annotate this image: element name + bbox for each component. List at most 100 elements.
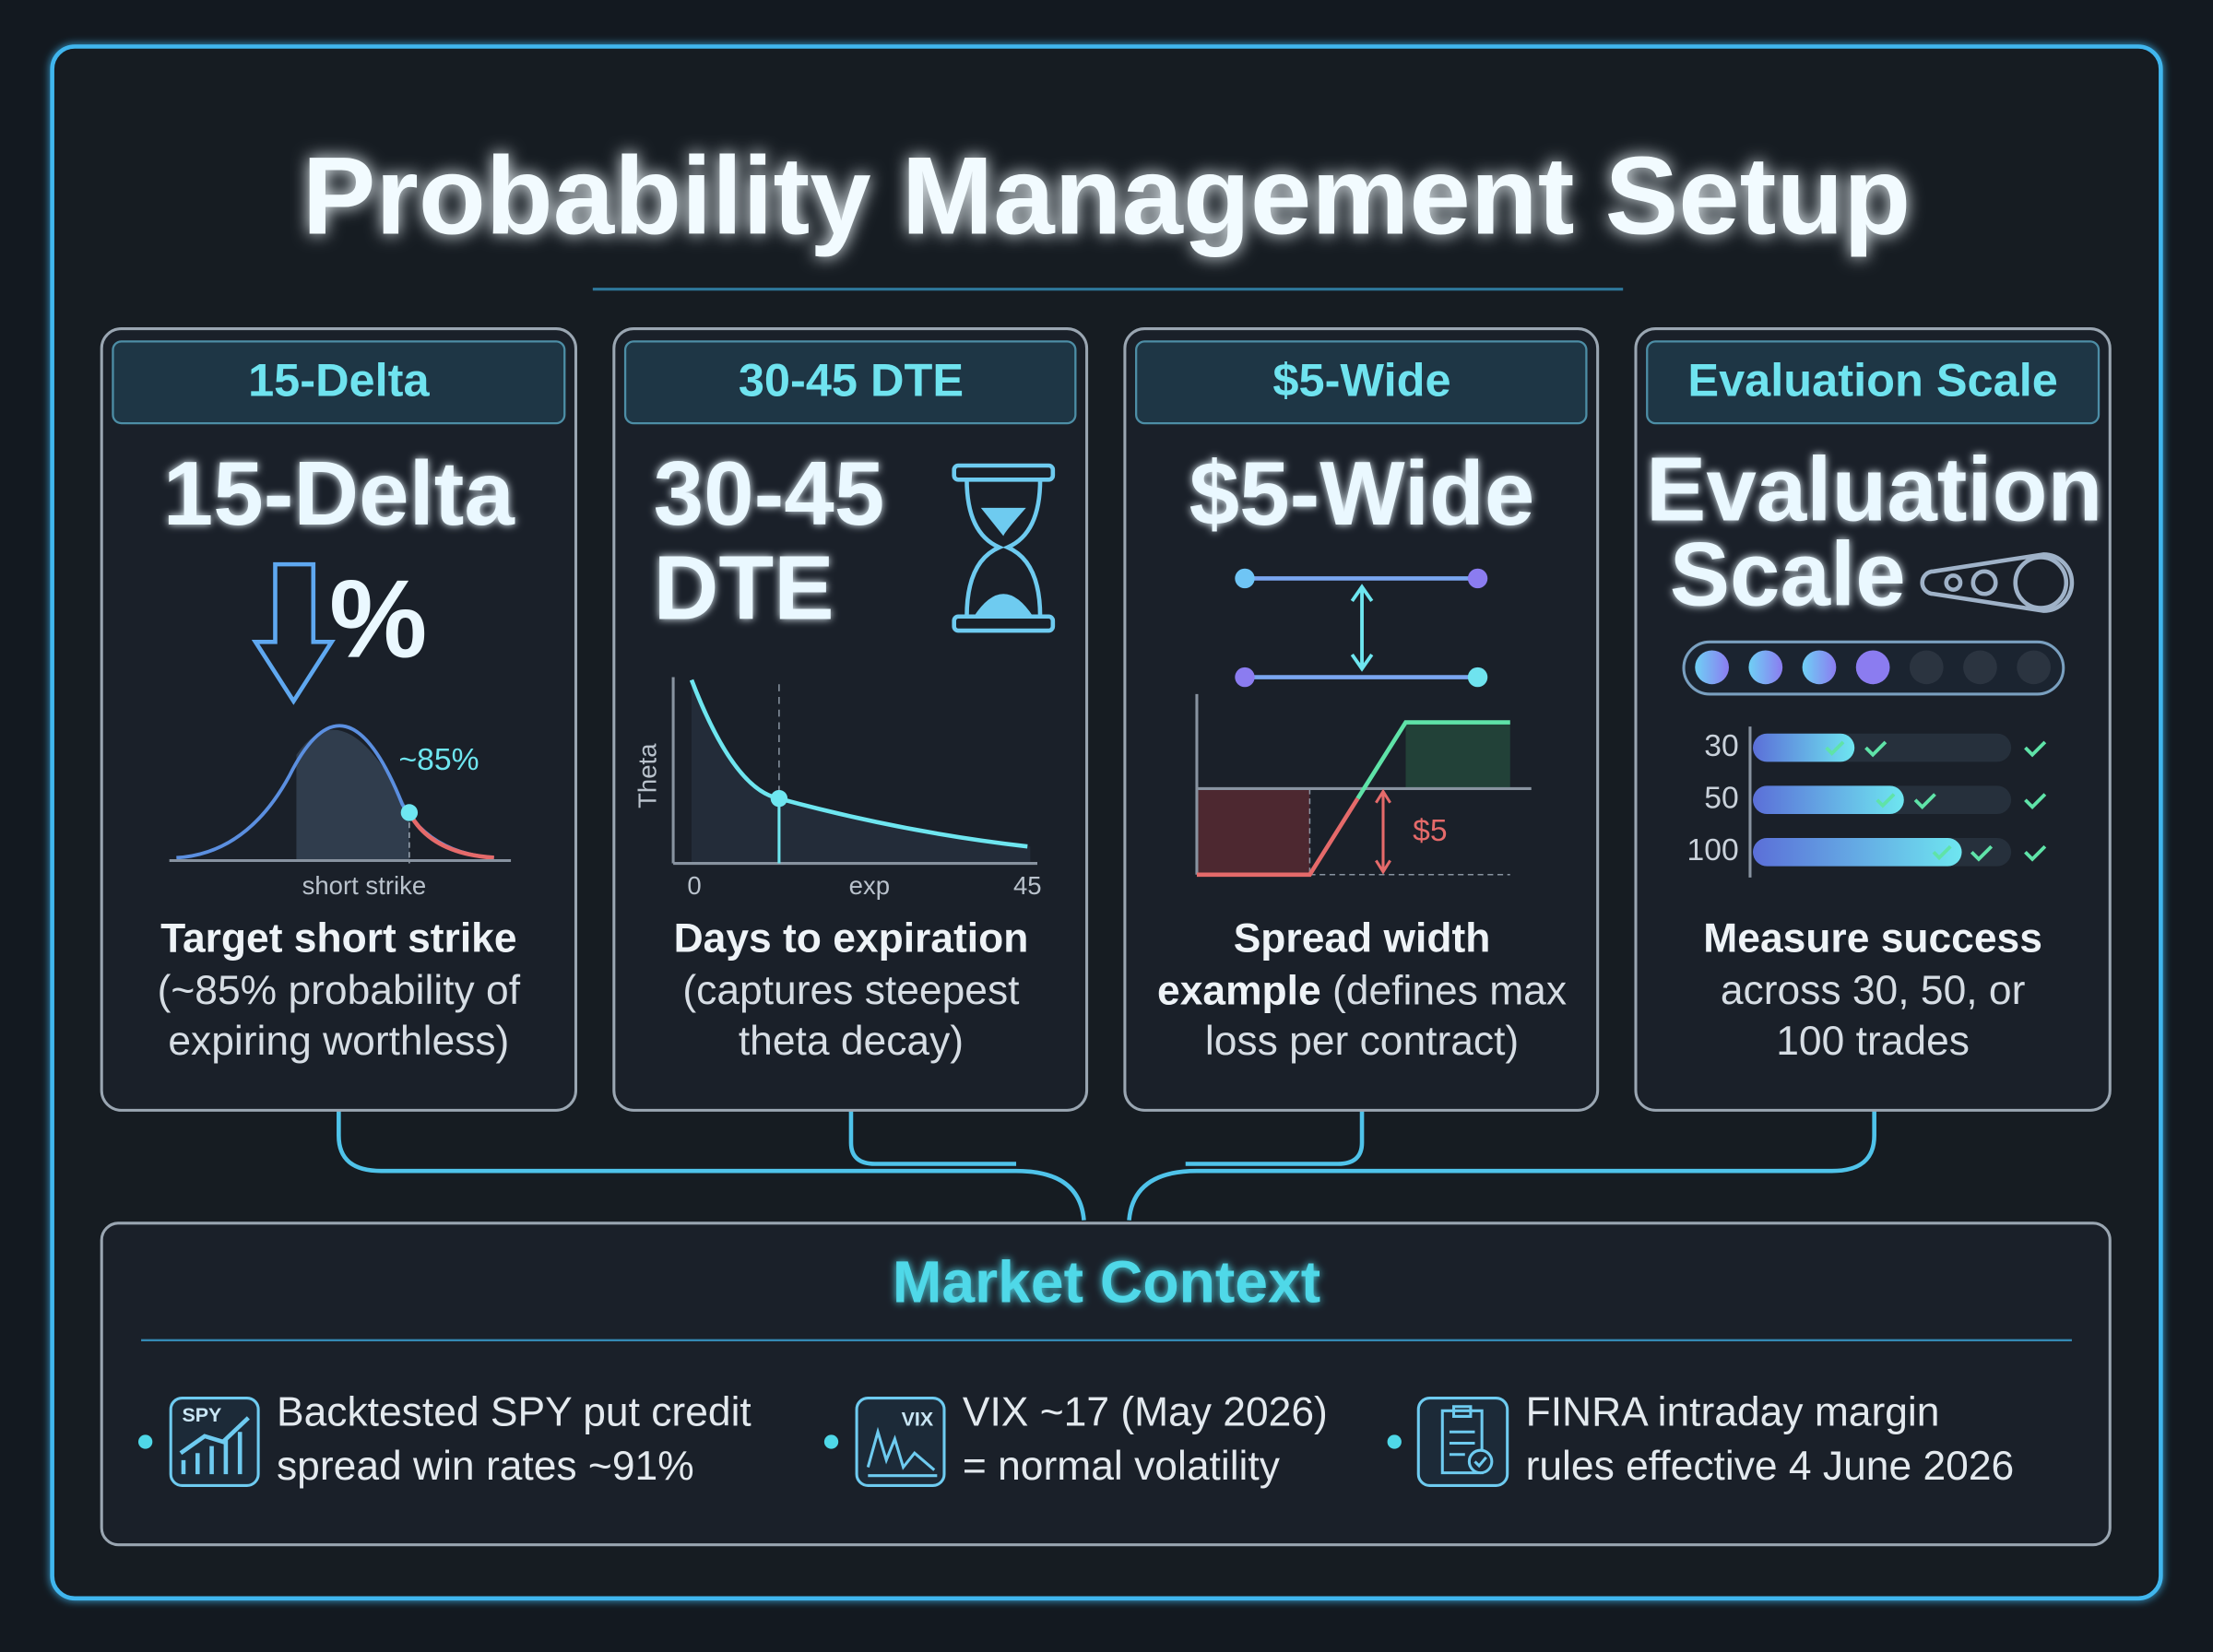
hourglass xyxy=(952,463,1056,633)
width-label: $5 xyxy=(1413,814,1447,848)
context-text: FINRA intraday margin xyxy=(1526,1390,1940,1435)
scale-dots xyxy=(1695,650,2051,685)
context-title: Market Context xyxy=(893,1249,1320,1316)
decoration xyxy=(1123,327,1600,1112)
payoff-profit xyxy=(1355,720,1510,800)
decoration xyxy=(823,1434,839,1449)
decoration xyxy=(1467,1448,1494,1475)
decoration xyxy=(1387,1434,1402,1449)
y-axis-label: Theta xyxy=(633,743,661,808)
x-axis-label: exp xyxy=(849,871,890,900)
card-header: Evaluation Scale xyxy=(1687,354,2057,407)
description: Target short strike xyxy=(160,915,516,961)
strike-point xyxy=(400,804,419,821)
card-header: $5-Wide xyxy=(1272,354,1450,407)
trade-count: 30 xyxy=(1704,729,1738,763)
description: 100 trades xyxy=(1776,1019,1970,1064)
theta-area xyxy=(692,679,1031,864)
decoration xyxy=(112,340,566,425)
icon-label: SPY xyxy=(182,1404,221,1426)
outer-frame xyxy=(50,44,2163,1601)
description: example (defines max xyxy=(1157,968,1567,1013)
decoration xyxy=(1753,733,1855,762)
decoration xyxy=(623,340,1077,425)
decoration xyxy=(1970,569,1998,596)
decoration xyxy=(1235,667,1255,688)
card: 30-45 DTE 30-45 DTE Theta 0 exp 45 Days … xyxy=(612,327,1089,1112)
card: Evaluation Scale Evaluation Scale 30 50 … xyxy=(1634,327,2112,1112)
context-text: spread win rates ~91% xyxy=(277,1444,694,1489)
decoration xyxy=(964,479,1043,617)
decoration xyxy=(1753,838,1962,867)
page-title: Probability Management Setup xyxy=(302,135,1911,257)
trade-count: 100 xyxy=(1687,833,1739,867)
profit-area xyxy=(1405,722,1510,789)
payoff-loss xyxy=(1196,796,1360,878)
description: Days to expiration xyxy=(674,915,1029,961)
card-heading: 30-45 xyxy=(654,442,885,544)
description: Measure success xyxy=(1703,915,2042,961)
card-header: 15-Delta xyxy=(248,354,430,407)
loss-area xyxy=(1196,788,1310,875)
checkmarks xyxy=(1825,740,2047,862)
decoration xyxy=(1235,568,1255,589)
decoration xyxy=(1753,785,1904,814)
decoration xyxy=(952,614,1056,633)
decoration xyxy=(952,463,1056,482)
decoration xyxy=(1695,650,1729,685)
description: expiring worthless) xyxy=(168,1019,509,1064)
card-heading: DTE xyxy=(654,537,834,639)
trade-count: 50 xyxy=(1704,782,1738,816)
description: loss per contract) xyxy=(1205,1019,1519,1064)
card-header: 30-45 DTE xyxy=(739,354,964,407)
decoration xyxy=(1467,568,1488,589)
tail xyxy=(407,811,494,860)
sand xyxy=(974,507,1034,617)
description: (defines max xyxy=(1321,968,1567,1013)
decoration xyxy=(612,327,1089,1112)
decoration xyxy=(1876,793,2047,810)
loss-arrow xyxy=(1375,788,1391,875)
icon xyxy=(169,1397,260,1487)
decoration xyxy=(1646,340,2101,425)
description: theta decay) xyxy=(739,1019,964,1064)
decoration xyxy=(2017,650,2051,685)
shaded-area xyxy=(296,729,409,861)
context-text: rules effective 4 June 2026 xyxy=(1526,1444,2015,1489)
connector xyxy=(1127,1110,1876,1221)
context-text: Backtested SPY put credit xyxy=(277,1390,751,1435)
context-text: VIX ~17 (May 2026) xyxy=(963,1390,1328,1435)
connector xyxy=(337,1110,1086,1221)
description: Spread width xyxy=(1234,915,1491,961)
decoration xyxy=(1944,573,1963,592)
card: 15-Delta 15-Delta % ~85% short strike Ta… xyxy=(100,327,578,1112)
icon xyxy=(855,1397,946,1487)
decoration xyxy=(1825,740,2047,758)
context-panel: Market Context SPY Backtested SPY put cr… xyxy=(100,1221,2112,1547)
decoration xyxy=(2013,555,2069,610)
decoration xyxy=(1963,650,1997,685)
progress-bars xyxy=(1753,733,2012,867)
decoration xyxy=(179,1416,250,1475)
description: across 30, 50, or xyxy=(1721,968,2026,1013)
card: $5-Wide $5-Wide $5 Spread width example … xyxy=(1123,327,1600,1112)
description: (captures steepest xyxy=(682,968,1019,1013)
description: example xyxy=(1157,968,1321,1013)
decoration xyxy=(1134,340,1588,425)
axis-label: short strike xyxy=(302,871,427,900)
card-heading: $5-Wide xyxy=(1189,442,1535,544)
toggle-icon xyxy=(1920,552,2075,613)
decoration xyxy=(1802,650,1837,685)
decoration xyxy=(100,1221,2112,1547)
marker-point xyxy=(770,789,788,808)
card-heading: 15-Delta xyxy=(163,442,516,544)
decoration xyxy=(1467,667,1488,688)
down-arrow xyxy=(251,561,336,705)
connector xyxy=(1185,1110,1365,1166)
decoration xyxy=(1473,1456,1487,1469)
context-text: = normal volatility xyxy=(963,1444,1281,1489)
card-heading: Evaluation xyxy=(1646,439,2102,540)
card-heading: Scale xyxy=(1670,523,1906,624)
decoration xyxy=(866,1426,938,1478)
